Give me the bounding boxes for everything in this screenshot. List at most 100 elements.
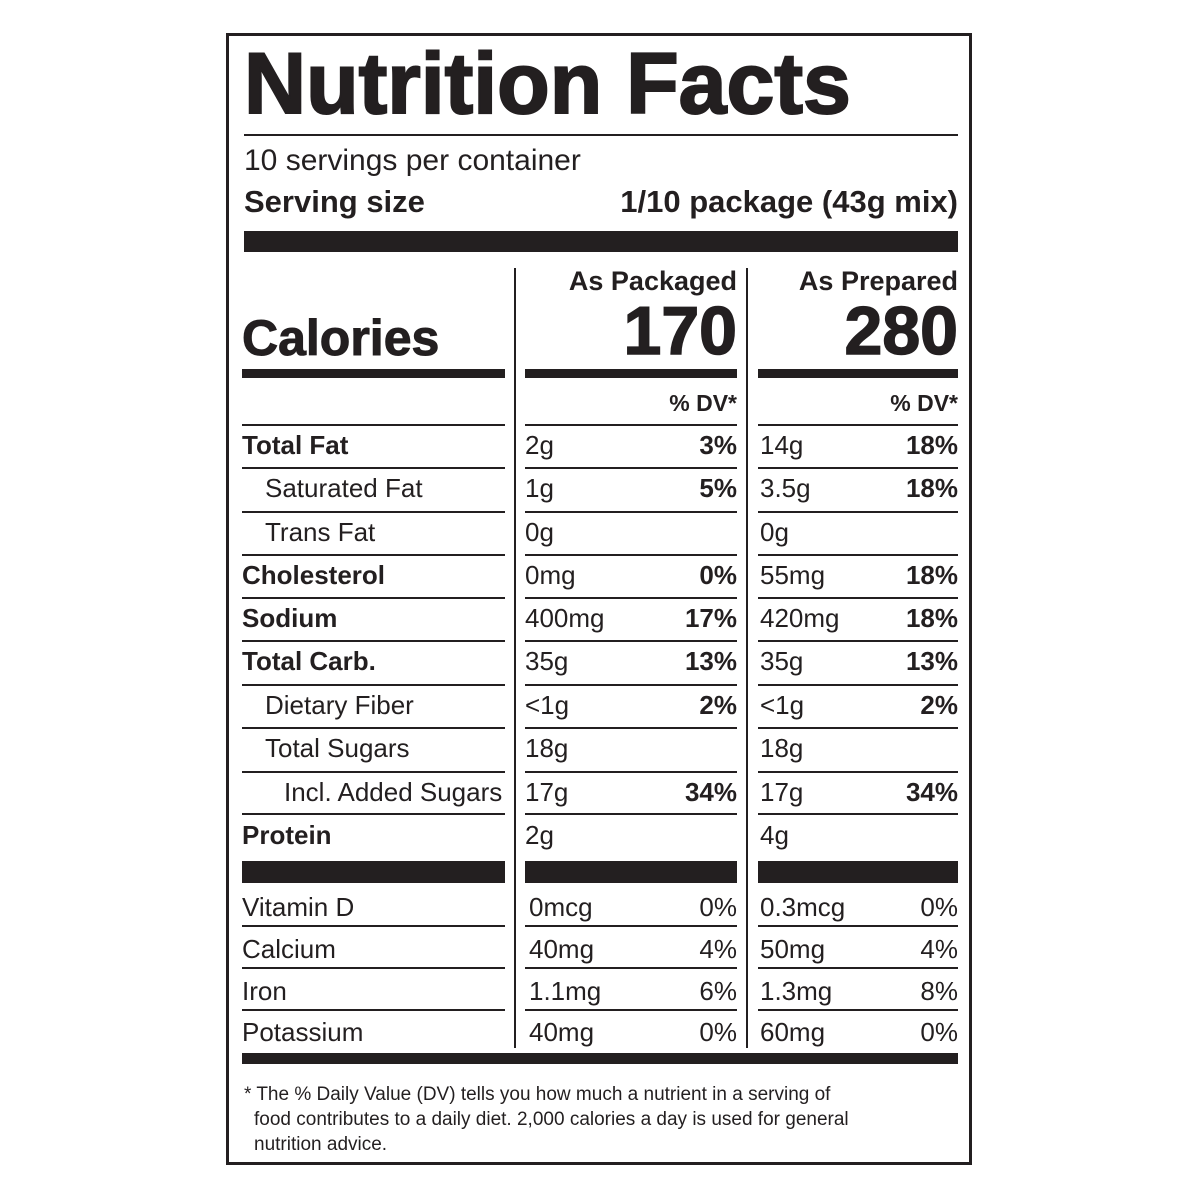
column-heading-prepared: As Prepared (798, 266, 958, 296)
prepared-amount: 18g (760, 733, 804, 763)
vitamin-bar-label (242, 861, 505, 883)
vitamin-name: Iron (242, 976, 287, 1006)
row-divider-label (242, 727, 505, 729)
prepared-dv: 18% (905, 430, 958, 460)
packaged-amount: 400mg (525, 603, 605, 633)
row-divider-packaged (525, 727, 737, 729)
title-divider (244, 134, 958, 136)
nutrient-name: Protein (242, 820, 332, 850)
packaged-dv: 3% (699, 430, 737, 460)
nutrient-name: Incl. Added Sugars (284, 777, 503, 807)
prepared-dv: 2% (920, 690, 958, 720)
vitamin-bar-packaged (525, 861, 737, 883)
row-divider-label (242, 597, 505, 599)
column-heading-packaged: As Packaged (568, 266, 737, 296)
nutrient-name: Cholesterol (242, 560, 386, 590)
row-divider-prepared (758, 640, 958, 642)
row-divider-packaged (525, 424, 737, 426)
column-divider-left (514, 268, 516, 1048)
packaged-amount: 18g (525, 733, 569, 763)
footnote-line-1: * The % Daily Value (DV) tells you how m… (244, 1084, 831, 1105)
row-divider-label (242, 813, 505, 815)
packaged-dv: 0% (699, 560, 737, 590)
prepared-amount: 3.5g (760, 473, 811, 503)
row-divider-prepared (758, 771, 958, 773)
row-divider-prepared (758, 511, 958, 513)
vitamin-name: Calcium (242, 934, 336, 964)
column-divider-right (746, 268, 748, 1048)
calories-bar-prepared (758, 369, 958, 378)
prepared-dv: 18% (905, 603, 958, 633)
row-divider-packaged (525, 640, 737, 642)
serving-size-value: 1/10 package (43g mix) (620, 184, 958, 219)
vitamin-bar-prepared (758, 861, 958, 883)
vitamin-name: Potassium (242, 1017, 364, 1047)
vitamin-prepared-dv: 8% (920, 976, 958, 1006)
bottom-divider (242, 1053, 958, 1064)
prepared-amount: 55mg (760, 560, 826, 590)
footnote-line-3: nutrition advice. (254, 1134, 388, 1155)
row-divider-packaged (525, 554, 737, 556)
calories-prepared: 280 (844, 293, 959, 369)
vitamin-packaged-dv: 6% (699, 976, 737, 1006)
prepared-amount: 420mg (760, 603, 840, 633)
packaged-dv: 13% (684, 646, 737, 676)
row-divider-packaged (525, 684, 737, 686)
nutrient-name: Trans Fat (265, 517, 376, 547)
packaged-amount: 0g (525, 517, 554, 547)
label-title: Nutrition Facts (243, 35, 852, 133)
row-divider-label (242, 554, 505, 556)
vitamin-divider-label (242, 967, 505, 969)
prepared-amount: 14g (760, 430, 804, 460)
row-divider-label (242, 684, 505, 686)
vitamin-packaged-amount: 0mcg (529, 892, 593, 922)
nutrient-name: Sodium (242, 603, 338, 633)
packaged-amount: <1g (525, 690, 570, 720)
prepared-amount: 17g (760, 777, 804, 807)
nutrient-name: Total Carb. (242, 646, 376, 676)
vitamin-prepared-dv: 0% (920, 1017, 958, 1047)
prepared-dv: 34% (905, 777, 958, 807)
vitamin-divider-label (242, 1009, 505, 1011)
row-divider-packaged (525, 511, 737, 513)
vitamin-packaged-dv: 0% (699, 1017, 737, 1047)
row-divider-prepared (758, 813, 958, 815)
vitamin-prepared-dv: 0% (920, 892, 958, 922)
servings-per-container: 10 servings per container (244, 144, 581, 177)
packaged-dv: 5% (699, 473, 737, 503)
row-divider-packaged (525, 771, 737, 773)
row-divider-prepared (758, 684, 958, 686)
vitamin-packaged-amount: 40mg (529, 1017, 595, 1047)
vitamin-prepared-amount: 60mg (760, 1017, 826, 1047)
thick-divider-top (244, 231, 958, 252)
row-divider-label (242, 640, 505, 642)
row-divider-packaged (525, 813, 737, 815)
packaged-amount: 2g (525, 820, 554, 850)
footnote: * The % Daily Value (DV) tells you how m… (244, 1082, 944, 1157)
vitamin-packaged-amount: 40mg (529, 934, 595, 964)
row-divider-prepared (758, 554, 958, 556)
prepared-dv: 13% (905, 646, 958, 676)
calories-bar-label (242, 369, 505, 378)
vitamin-divider-packaged (525, 925, 737, 927)
vitamin-divider-prepared (758, 967, 958, 969)
prepared-amount: 35g (760, 646, 804, 676)
vitamin-packaged-dv: 4% (699, 934, 737, 964)
prepared-dv: 18% (905, 473, 958, 503)
vitamin-prepared-amount: 0.3mcg (760, 892, 846, 922)
packaged-dv: 17% (684, 603, 737, 633)
nutrient-name: Dietary Fiber (265, 690, 414, 720)
row-divider-prepared (758, 727, 958, 729)
prepared-amount: <1g (760, 690, 805, 720)
vitamin-divider-packaged (525, 1009, 737, 1011)
packaged-dv: 2% (699, 690, 737, 720)
row-divider-prepared (758, 597, 958, 599)
nutrition-facts-panel (226, 33, 972, 1165)
vitamin-divider-label (242, 925, 505, 927)
footnote-line-2: food contributes to a daily diet. 2,000 … (254, 1109, 849, 1130)
vitamin-divider-prepared (758, 1009, 958, 1011)
nutrient-name: Total Fat (242, 430, 349, 460)
row-divider-prepared (758, 467, 958, 469)
row-divider-prepared (758, 424, 958, 426)
nutrient-name: Total Sugars (265, 733, 410, 763)
